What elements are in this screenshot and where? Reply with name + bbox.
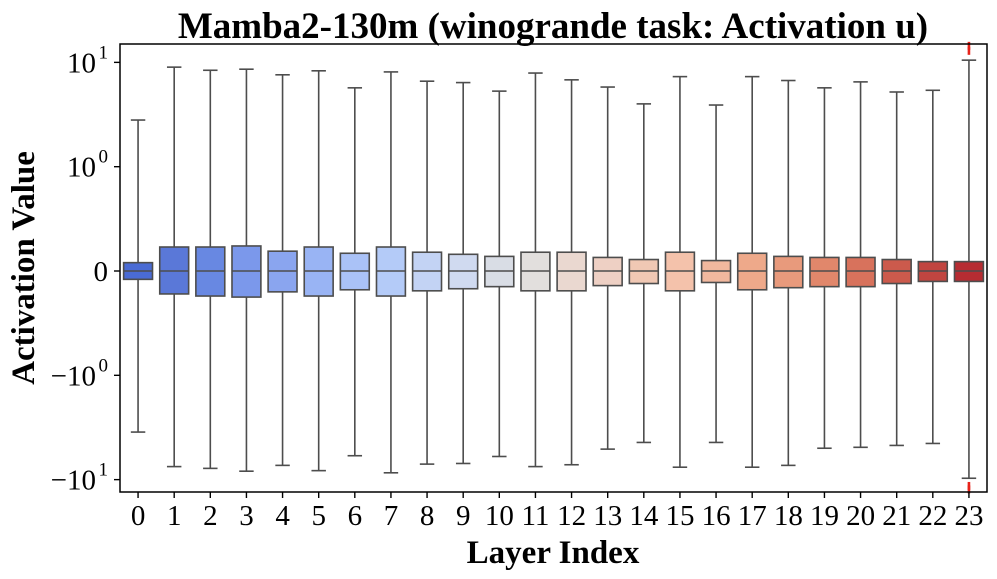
- x-tick-label: 7: [384, 500, 399, 532]
- x-tick-label: 10: [485, 500, 514, 532]
- y-tick-label: −10: [51, 465, 96, 497]
- box-layer-5: [303, 70, 334, 472]
- y-tick-exponent: 1: [99, 460, 109, 481]
- y-tick-exponent: 0: [99, 355, 109, 376]
- box-layer-6: [339, 87, 371, 457]
- y-axis-ticks: 10 110 00−10 0−10 1: [51, 42, 120, 497]
- box-layer-18: [773, 79, 804, 467]
- box-layer-17: [736, 75, 768, 468]
- y-tick-exponent: 0: [99, 147, 109, 168]
- x-tick-label: 0: [131, 500, 146, 532]
- x-tick-label: 21: [882, 500, 911, 532]
- box-layer-11: [520, 72, 551, 468]
- box-layer-12: [556, 79, 587, 466]
- y-axis-title: Activation Value: [6, 151, 42, 385]
- box-layer-20: [845, 81, 876, 449]
- x-tick-label: 6: [348, 500, 363, 532]
- x-tick-label: 1: [167, 500, 182, 532]
- iqr-box: [773, 255, 804, 289]
- plot-frame: [119, 43, 988, 493]
- x-tick-label: 17: [738, 500, 767, 532]
- x-tick-label: 14: [629, 500, 659, 532]
- y-tick-label: 10: [67, 152, 96, 184]
- x-tick-label: 4: [275, 500, 290, 532]
- box-layer-19: [809, 87, 840, 450]
- x-tick-label: 12: [557, 500, 586, 532]
- x-tick-label: 22: [918, 500, 947, 532]
- box-layer-4: [267, 74, 298, 467]
- box-layer-0: [122, 119, 154, 433]
- y-tick-label: 0: [94, 256, 109, 288]
- chart-title: Mamba2-130m (winogrande task: Activation…: [178, 6, 928, 47]
- x-tick-label: 5: [311, 500, 326, 532]
- x-axis-ticks: 0 1 2 3 4 5 6 7 8 9 10 11 12 13 14 15 16 17 18 19 20 21 22 23: [131, 492, 983, 532]
- x-tick-label: 19: [810, 500, 839, 532]
- box-layer-15: [664, 75, 696, 468]
- x-tick-label: 2: [203, 500, 218, 532]
- box-layer-13: [592, 86, 623, 450]
- box-layer-7: [375, 71, 407, 474]
- box-layer-16: [700, 104, 732, 444]
- x-tick-label: 23: [954, 500, 983, 532]
- box-layer-22: [917, 89, 949, 445]
- x-tick-label: 13: [593, 500, 622, 532]
- x-axis-title: Layer Index: [467, 535, 640, 571]
- x-tick-label: 15: [665, 500, 694, 532]
- x-tick-label: 11: [521, 500, 549, 532]
- box-layer-1: [158, 66, 190, 468]
- iqr-box: [809, 256, 840, 288]
- x-tick-label: 18: [774, 500, 803, 532]
- x-tick-label: 3: [239, 500, 254, 532]
- box-layer-10: [484, 90, 515, 458]
- box-layer-21: [881, 91, 912, 447]
- box-layer-8: [411, 80, 443, 465]
- x-tick-label: 9: [456, 500, 471, 532]
- box-layer-2: [195, 69, 226, 470]
- box-layer-3: [231, 68, 262, 472]
- iqr-box: [845, 256, 876, 288]
- x-tick-label: 20: [846, 500, 875, 532]
- box-layer-23: [953, 59, 985, 480]
- y-tick-exponent: 1: [99, 42, 109, 63]
- x-tick-label: 16: [702, 500, 731, 532]
- box-layer-14: [628, 103, 660, 444]
- y-tick-label: 10: [67, 47, 96, 79]
- box-layer-9: [447, 81, 479, 465]
- x-tick-label: 8: [420, 500, 435, 532]
- plot-area: [122, 41, 985, 494]
- y-tick-label: −10: [51, 360, 96, 392]
